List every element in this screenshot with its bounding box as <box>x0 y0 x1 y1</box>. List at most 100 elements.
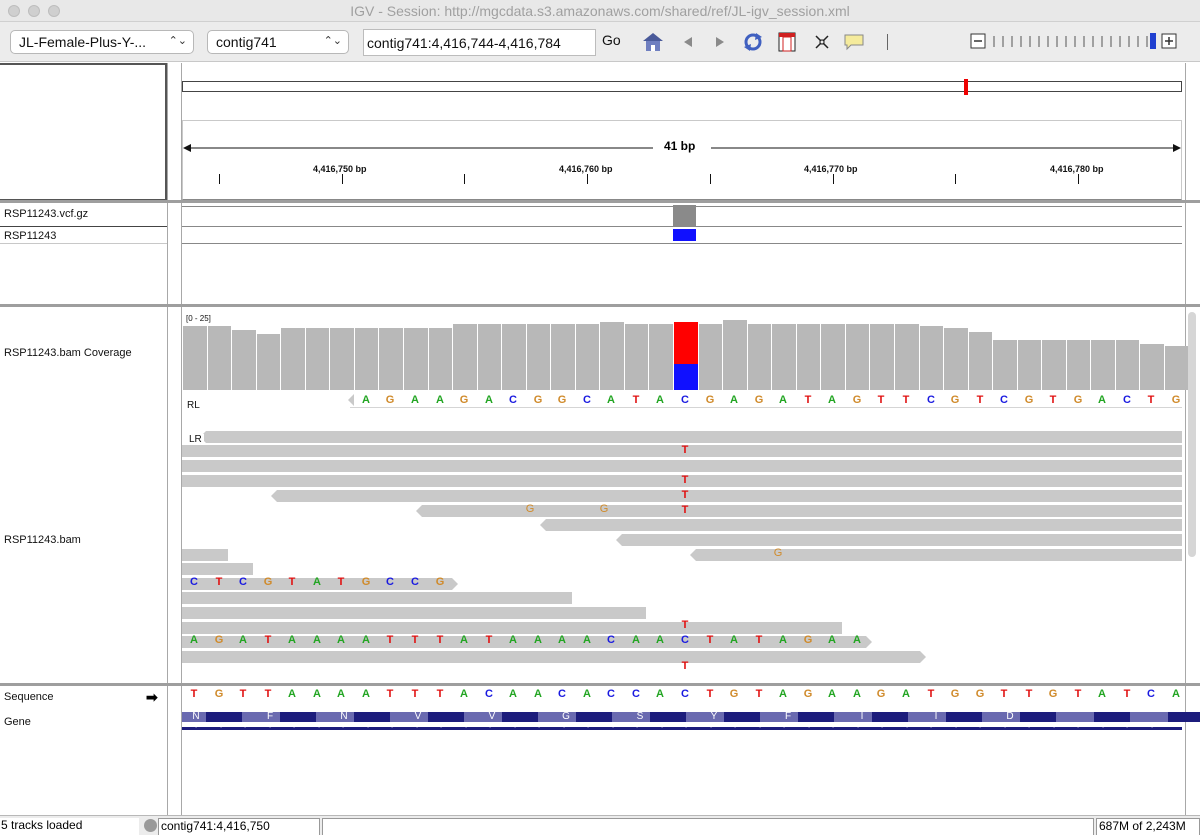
coverage-bar <box>501 324 526 390</box>
genome-dropdown[interactable]: JL-Female-Plus-Y-... ⌃⌄ <box>10 30 194 54</box>
read-base: C <box>1123 394 1131 406</box>
forward-icon[interactable] <box>712 28 728 56</box>
amino-acid: F <box>784 711 792 722</box>
reference-base: A <box>460 688 468 700</box>
read-base: A <box>509 634 517 646</box>
coverage-bar <box>747 324 771 390</box>
strand-arrow-icon[interactable]: ➡ <box>146 689 158 705</box>
read-arrow-left <box>348 394 354 406</box>
gene-strand-arrow: ‹ <box>758 720 761 730</box>
gene-strand-arrow: ‹ <box>1027 720 1030 730</box>
track-name-gene[interactable]: Gene <box>4 716 31 728</box>
read-base: A <box>558 634 566 646</box>
close-window-button[interactable] <box>8 5 20 17</box>
coverage-bar <box>526 324 550 390</box>
genome-value: JL-Female-Plus-Y-... <box>19 34 147 50</box>
gene-strand-arrow: ‹ <box>513 720 516 730</box>
panel-separator[interactable] <box>0 304 1200 307</box>
read-base: A <box>362 394 370 406</box>
amino-acid: S <box>636 711 644 722</box>
coverage-bar <box>722 320 747 390</box>
read-mismatch: T <box>681 489 689 501</box>
reference-base: T <box>1074 688 1082 700</box>
read <box>422 505 1182 517</box>
attribute-panel <box>167 63 181 815</box>
coverage-bar <box>256 334 280 390</box>
divider <box>167 63 168 815</box>
zoom-window-button[interactable] <box>48 5 60 17</box>
variant-genotype[interactable] <box>673 229 696 241</box>
home-icon[interactable] <box>640 28 666 56</box>
read-base: T <box>386 634 394 646</box>
amino-acid: F <box>266 711 274 722</box>
read-base: G <box>950 394 960 406</box>
read-base: T <box>755 634 763 646</box>
current-region-marker <box>964 79 968 95</box>
read-base: G <box>435 576 445 588</box>
panel-separator[interactable] <box>0 683 1200 686</box>
coverage-bar <box>575 324 599 390</box>
read-base: T <box>706 634 714 646</box>
read-base: A <box>1098 394 1106 406</box>
fit-to-window-icon[interactable] <box>811 28 833 56</box>
read-base: G <box>1073 394 1083 406</box>
refresh-icon[interactable] <box>740 28 766 56</box>
memory-status[interactable]: 687M of 2,243M <box>1096 818 1200 835</box>
vertical-scrollbar[interactable] <box>1186 310 1198 565</box>
track-name-vcf[interactable]: RSP11243.vcf.gz <box>4 208 89 220</box>
read-base: A <box>313 576 321 588</box>
popup-info-icon[interactable] <box>842 28 866 56</box>
track-name-bam[interactable]: RSP11243.bam <box>4 534 81 546</box>
read <box>546 519 1182 531</box>
read-base: A <box>730 634 738 646</box>
read <box>622 534 1182 546</box>
coverage-track[interactable] <box>182 310 1189 395</box>
read-base: A <box>583 634 591 646</box>
read-arrow-right <box>452 578 458 590</box>
ruler-tick-label: 4,416,760 bp <box>559 164 613 174</box>
zoom-widget[interactable] <box>970 32 1184 52</box>
read <box>182 651 920 663</box>
ruler-tick <box>219 174 220 184</box>
roi-icon[interactable] <box>776 28 798 56</box>
read-base: C <box>411 576 419 588</box>
ruler[interactable] <box>182 120 1182 200</box>
reference-base: C <box>681 688 689 700</box>
main-panel: RSP11243.vcf.gz RSP11243 RSP11243.bam Co… <box>0 63 1200 815</box>
coverage-bar <box>968 332 992 390</box>
read-base: G <box>361 576 371 588</box>
track-name-sample[interactable]: RSP11243 <box>4 230 57 242</box>
gene-strand-arrow: ‹ <box>366 720 369 730</box>
track-name-sequence[interactable]: Sequence <box>4 691 54 703</box>
minimize-window-button[interactable] <box>28 5 40 17</box>
reference-base: T <box>239 688 247 700</box>
reference-base: T <box>1000 688 1008 700</box>
read-arrow-right <box>920 651 926 663</box>
read-base: G <box>705 394 715 406</box>
scrollbar-thumb[interactable] <box>1188 312 1196 557</box>
data-panel[interactable]: 41 bp 4,416,750 bp 4,416,760 bp 4,416,77… <box>182 63 1200 815</box>
chromosome-ideogram[interactable] <box>182 81 1182 92</box>
coverage-bar-variant <box>673 322 698 364</box>
reference-base: A <box>1098 688 1106 700</box>
reference-base: C <box>558 688 566 700</box>
track-name-coverage[interactable]: RSP11243.bam Coverage <box>4 347 132 359</box>
locus-input[interactable]: contig741:4,416,744-4,416,784 <box>363 29 596 56</box>
panel-separator[interactable] <box>0 200 1200 203</box>
read-base: T <box>288 576 296 588</box>
read-group-label-rl: RL <box>187 400 200 411</box>
gene-track[interactable] <box>182 712 1200 722</box>
chevron-updown-icon: ⌃⌄ <box>168 35 187 47</box>
coverage-bar <box>1066 340 1090 390</box>
chromosome-dropdown[interactable]: contig741 ⌃⌄ <box>207 30 349 54</box>
go-button[interactable]: Go <box>602 32 621 48</box>
back-icon[interactable] <box>680 28 696 56</box>
read-base: G <box>533 394 543 406</box>
variant-site[interactable] <box>673 205 696 226</box>
toolbar: JL-Female-Plus-Y-... ⌃⌄ contig741 ⌃⌄ <box>0 22 1200 62</box>
gene-exon-block <box>1020 712 1056 722</box>
reference-base: T <box>755 688 763 700</box>
coverage-bar <box>477 324 501 390</box>
read-base: A <box>460 634 468 646</box>
